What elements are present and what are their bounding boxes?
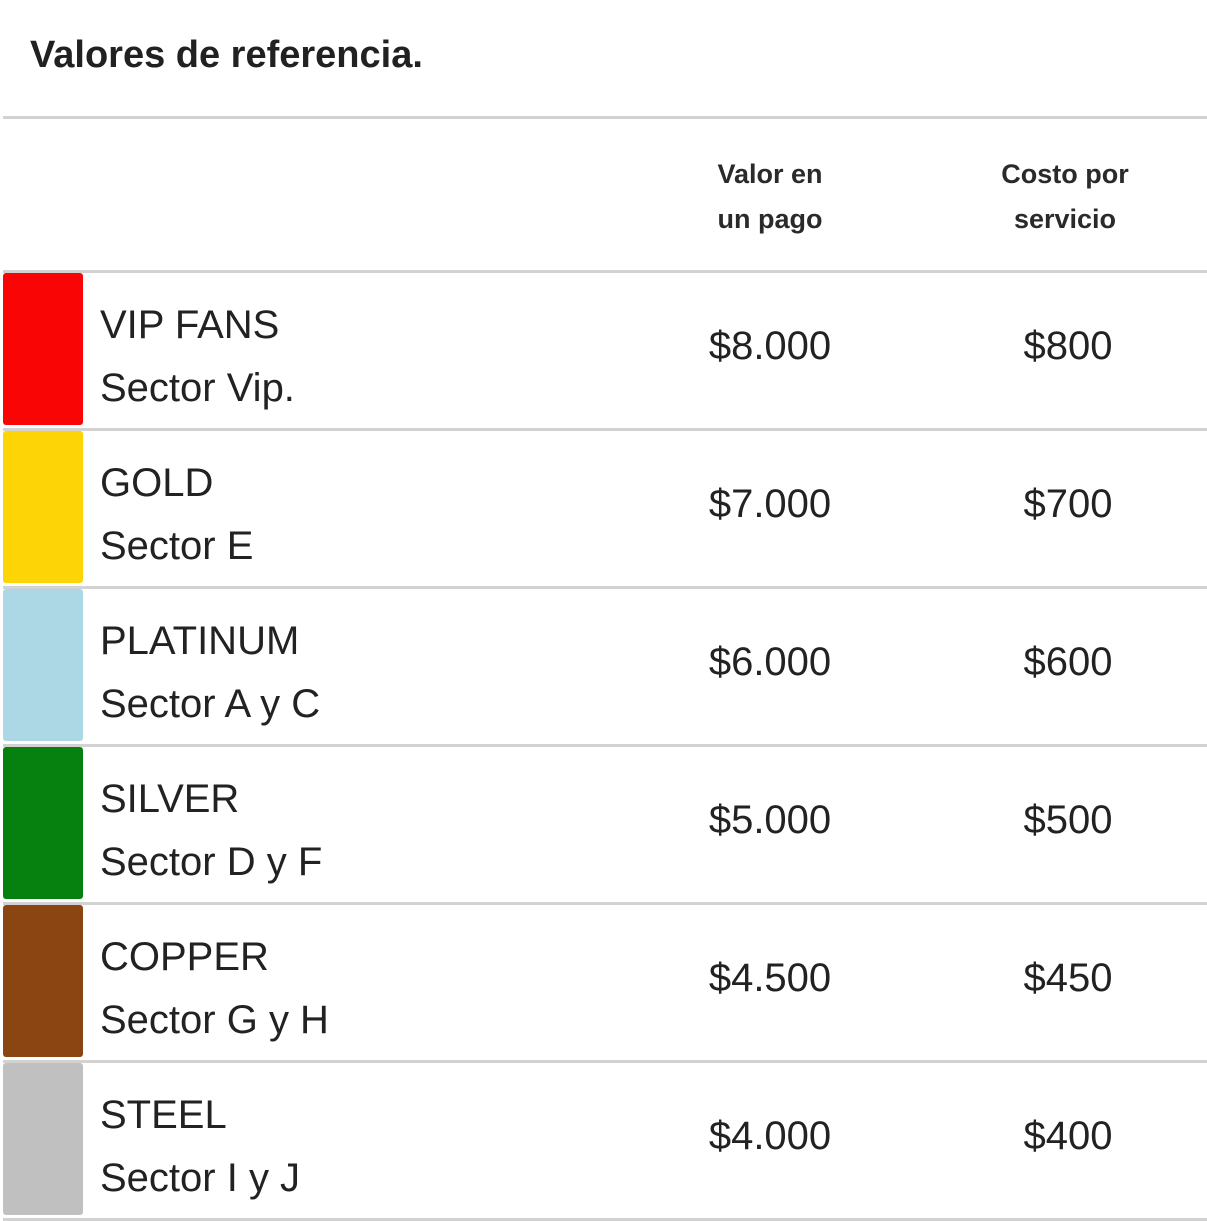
- table-row: PLATINUM Sector A y C $6.000 $600: [0, 586, 1207, 741]
- cost-value: $400: [1023, 1114, 1113, 1158]
- divider: [3, 744, 1207, 747]
- header-price-line2: un pago: [717, 204, 823, 234]
- sector-name: Sector I y J: [100, 1156, 301, 1200]
- header-cost: Costo por servicio: [955, 152, 1175, 242]
- table-row: GOLD Sector E $7.000 $700: [0, 428, 1207, 583]
- category-name: VIP FANS: [100, 303, 280, 347]
- divider: [3, 116, 1207, 119]
- divider: [3, 902, 1207, 905]
- price-value: $4.500: [708, 956, 832, 1000]
- sector-name: Sector A y C: [100, 682, 321, 726]
- price-value: $7.000: [708, 482, 832, 526]
- sector-name: Sector D y F: [100, 840, 323, 884]
- divider: [3, 270, 1207, 273]
- color-swatch: [3, 589, 83, 741]
- page-title: Valores de referencia.: [30, 34, 423, 76]
- cost-value: $450: [1023, 956, 1113, 1000]
- price-value: $5.000: [708, 798, 832, 842]
- row-label: VIP FANS Sector Vip.: [100, 294, 295, 420]
- price-value: $6.000: [708, 640, 832, 684]
- divider: [3, 428, 1207, 431]
- category-name: COPPER: [100, 935, 269, 979]
- header-price-line1: Valor en: [717, 159, 823, 189]
- header-cost-line2: servicio: [1013, 204, 1117, 234]
- row-label: PLATINUM Sector A y C: [100, 610, 320, 736]
- category-name: SILVER: [100, 777, 240, 821]
- cost-value: $800: [1023, 324, 1113, 368]
- divider: [3, 1218, 1207, 1221]
- category-name: STEEL: [100, 1093, 227, 1137]
- price-value: $4.000: [708, 1114, 832, 1158]
- color-swatch: [3, 1063, 83, 1215]
- table-row: SILVER Sector D y F $5.000 $500: [0, 744, 1207, 899]
- color-swatch: [3, 431, 83, 583]
- cost-value: $600: [1023, 640, 1113, 684]
- sector-name: Sector G y H: [100, 998, 329, 1042]
- header-price: Valor en un pago: [660, 152, 880, 242]
- divider: [3, 1060, 1207, 1063]
- row-label: STEEL Sector I y J: [100, 1084, 300, 1210]
- row-label: GOLD Sector E: [100, 452, 253, 578]
- divider: [3, 586, 1207, 589]
- category-name: GOLD: [100, 461, 214, 505]
- table-row: COPPER Sector G y H $4.500 $450: [0, 902, 1207, 1057]
- color-swatch: [3, 905, 83, 1057]
- table-row: STEEL Sector I y J $4.000 $400: [0, 1060, 1207, 1215]
- header-cost-line1: Costo por: [1001, 159, 1129, 189]
- table-row: VIP FANS Sector Vip. $8.000 $800: [0, 270, 1207, 425]
- category-name: PLATINUM: [100, 619, 300, 663]
- color-swatch: [3, 747, 83, 899]
- price-value: $8.000: [708, 324, 832, 368]
- sector-name: Sector E: [100, 524, 254, 568]
- cost-value: $500: [1023, 798, 1113, 842]
- row-label: SILVER Sector D y F: [100, 768, 322, 894]
- color-swatch: [3, 273, 83, 425]
- row-label: COPPER Sector G y H: [100, 926, 329, 1052]
- sector-name: Sector Vip.: [100, 366, 295, 410]
- cost-value: $700: [1023, 482, 1113, 526]
